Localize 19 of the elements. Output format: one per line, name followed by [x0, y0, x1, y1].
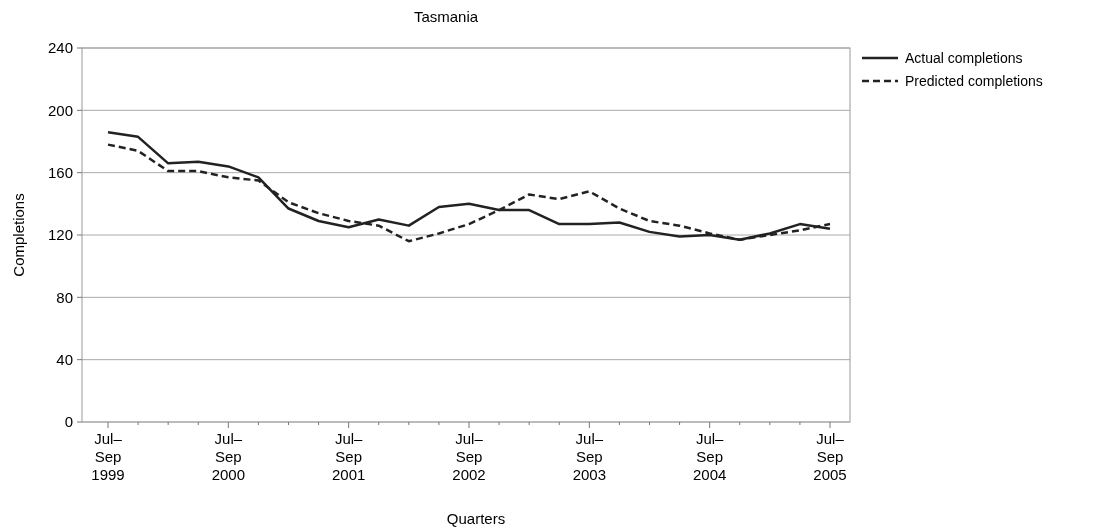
x-tick-label: Jul–Sep 2003: [572, 430, 607, 483]
x-tick-label: Jul–Sep 1999: [91, 430, 125, 483]
x-axis-title: Quarters: [446, 510, 506, 527]
x-tick-label: Jul–Sep 2005: [813, 430, 847, 483]
x-tick-label: Jul–Sep 2000: [211, 430, 246, 483]
x-tick-label: Jul–Sep 2004: [692, 430, 727, 483]
x-tick-label: Jul–Sep 2002: [452, 430, 486, 483]
y-tick-label: 0: [64, 413, 73, 431]
y-tick-label: 80: [56, 288, 73, 306]
x-tick-label: Jul–Sep 2001: [331, 430, 366, 483]
y-tick-label: 40: [56, 350, 73, 368]
legend-label: Predicted completions: [905, 72, 1043, 89]
y-tick-label: 240: [47, 39, 73, 57]
y-tick-label: 160: [47, 163, 73, 181]
y-tick-label: 120: [47, 226, 73, 244]
y-tick-label: 200: [47, 101, 73, 119]
legend-label: Actual completions: [905, 49, 1023, 66]
chart-title: Tasmania: [413, 8, 479, 25]
y-axis-title: Completions: [10, 193, 27, 277]
